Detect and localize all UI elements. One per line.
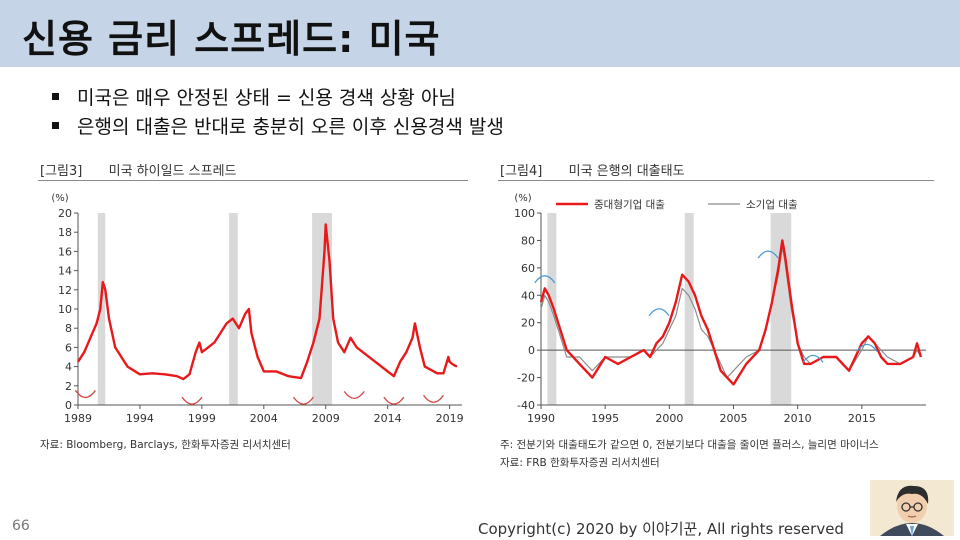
annotation-arc xyxy=(181,396,203,405)
recession-band xyxy=(547,213,557,405)
bullet-item-2: 은행의 대출은 반대로 충분히 오른 이후 신용경색 발생 xyxy=(52,112,504,139)
legend-label: 중대형기업 대출 xyxy=(594,198,665,211)
annotation-arc xyxy=(534,275,556,284)
figure-right-label: [그림4] xyxy=(500,164,543,179)
annotation-arc xyxy=(856,343,878,352)
copyright-notice: Copyright(c) 2020 by 이야기꾼, All rights re… xyxy=(478,520,844,538)
figure-right-title: 미국 은행의 대출태도 xyxy=(568,164,685,179)
x-tick-label: 2009 xyxy=(312,412,340,425)
annotation-arc xyxy=(802,354,824,363)
series-line-red xyxy=(539,239,923,386)
y-tick-label: 16 xyxy=(58,245,72,258)
y-tick-label: 80 xyxy=(521,234,535,247)
y-tick-label: 18 xyxy=(58,226,72,239)
x-tick-label: 2004 xyxy=(250,412,278,425)
figure-right-source: 자료: FRB 한화투자증권 리서치센터 xyxy=(500,457,660,469)
x-tick-label: 2014 xyxy=(374,412,402,425)
y-tick-label: 2 xyxy=(65,380,72,393)
series-line-gray xyxy=(540,246,922,379)
title-bar xyxy=(0,0,960,67)
figure-right-rule xyxy=(498,180,934,181)
y-tick-label: -20 xyxy=(517,372,535,385)
x-tick-label: 1995 xyxy=(591,412,619,425)
figure-left-label: [그림3] xyxy=(40,164,83,179)
x-tick-label: 1989 xyxy=(64,412,92,425)
y-tick-label: 60 xyxy=(521,262,535,275)
y-tick-label: 6 xyxy=(65,341,72,354)
y-unit-label: (%) xyxy=(51,193,68,204)
annotation-arc xyxy=(74,390,96,399)
annotation-arc xyxy=(648,308,670,317)
high-yield-spread-chart: (%) 0 2 4 6 8 10 12 14 16 18 20 1989 1994 1999 2004 2009… xyxy=(51,193,464,425)
x-tick-label: 1994 xyxy=(126,412,154,425)
figure-right-header: [그림4] 미국 은행의 대출태도 xyxy=(500,160,685,179)
annotation-arc xyxy=(343,391,365,400)
recession-band xyxy=(312,213,332,405)
figure-right-note: 주: 전분기와 대출태도가 같으면 0, 전분기보다 대출을 줄이면 플러스, … xyxy=(500,439,879,451)
y-tick-label: 0 xyxy=(528,344,535,357)
bullet-marker xyxy=(52,93,59,100)
figure-left-rule xyxy=(38,180,468,181)
annotation-arc xyxy=(422,394,445,403)
x-tick-label: 1990 xyxy=(527,412,555,425)
y-tick-label: 0 xyxy=(65,399,72,412)
x-tick-label: 2019 xyxy=(436,412,464,425)
legend-label: 소기업 대출 xyxy=(746,198,798,211)
recession-band xyxy=(229,213,238,405)
annotation-arc xyxy=(757,250,779,259)
bullet-item-1: 미국은 매우 안정된 상태 = 신용 경색 상황 아님 xyxy=(52,83,456,110)
x-tick-label: 2005 xyxy=(720,412,748,425)
annotation-arc xyxy=(383,396,405,405)
page-title: 신용 금리 스프레드: 미국 xyxy=(22,17,441,61)
y-tick-label: 14 xyxy=(58,265,72,278)
figure-left-header: [그림3] 미국 하이일드 스프레드 xyxy=(40,160,237,179)
x-tick-label: 2010 xyxy=(784,412,812,425)
bullet-text-2: 은행의 대출은 반대로 충분히 오른 이후 신용경색 발생 xyxy=(77,116,504,138)
bullet-marker xyxy=(52,122,59,129)
y-tick-label: 12 xyxy=(58,284,72,297)
x-tick-label: 2000 xyxy=(655,412,683,425)
x-tick-label: 1999 xyxy=(188,412,216,425)
recession-band xyxy=(97,213,106,405)
figure-left-source: 자료: Bloomberg, Barclays, 한화투자증권 리서치센터 xyxy=(40,439,291,451)
bank-lending-attitude-chart: (%) -40 -20 0 20 40 60 80 100 1990 1995 2000 2005 201… xyxy=(514,193,926,425)
y-tick-label: 20 xyxy=(58,207,72,220)
y-tick-label: 100 xyxy=(514,207,535,220)
presenter-avatar xyxy=(870,480,954,536)
y-tick-label: 20 xyxy=(521,317,535,330)
y-tick-label: 10 xyxy=(58,303,72,316)
y-unit-label: (%) xyxy=(514,193,531,204)
y-tick-label: -40 xyxy=(517,399,535,412)
annotation-arc xyxy=(292,396,314,405)
bullet-text-1: 미국은 매우 안정된 상태 = 신용 경색 상황 아님 xyxy=(77,87,456,109)
x-tick-label: 2015 xyxy=(848,412,876,425)
series-line-red xyxy=(76,223,458,381)
recession-band xyxy=(684,213,694,405)
figure-left-title: 미국 하이일드 스프레드 xyxy=(108,164,237,179)
y-tick-label: 40 xyxy=(521,289,535,302)
y-tick-label: 4 xyxy=(65,361,72,374)
page-number: 66 xyxy=(12,518,30,534)
y-tick-label: 8 xyxy=(65,322,72,335)
